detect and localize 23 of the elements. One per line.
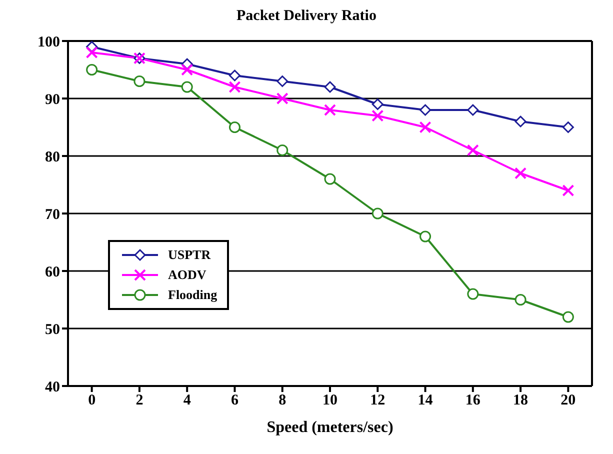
y-tick-label: 60 (45, 264, 60, 280)
chart-title: Packet Delivery Ratio (236, 8, 378, 26)
y-tick-label: 80 (45, 149, 60, 166)
x-tick-label: 16 (465, 392, 481, 409)
legend-label: Flooding (168, 287, 218, 303)
x-tick-label: 6 (230, 392, 239, 409)
x-tick-label: 0 (88, 392, 96, 409)
legend-label: USPTR (168, 247, 211, 263)
x-tick-label: 8 (278, 392, 286, 409)
y-tick-label: 50 (45, 322, 60, 338)
x-tick-label: 4 (183, 392, 192, 409)
x-tick-label: 20 (560, 392, 576, 409)
y-tick-label: 40 (45, 379, 60, 396)
x-tick-label: 18 (513, 392, 528, 409)
y-tick-label: 70 (45, 206, 60, 223)
x-tick-label: 14 (418, 392, 434, 409)
x-tick-label: 2 (136, 392, 144, 409)
x-axis-title: Speed (meters/sec) (266, 419, 394, 436)
x-tick-label: 12 (370, 392, 386, 409)
y-tick-label: 100 (38, 34, 60, 50)
y-tick-label: 90 (45, 92, 60, 108)
legend-label: AODV (168, 267, 206, 283)
x-tick-label: 10 (322, 392, 338, 409)
